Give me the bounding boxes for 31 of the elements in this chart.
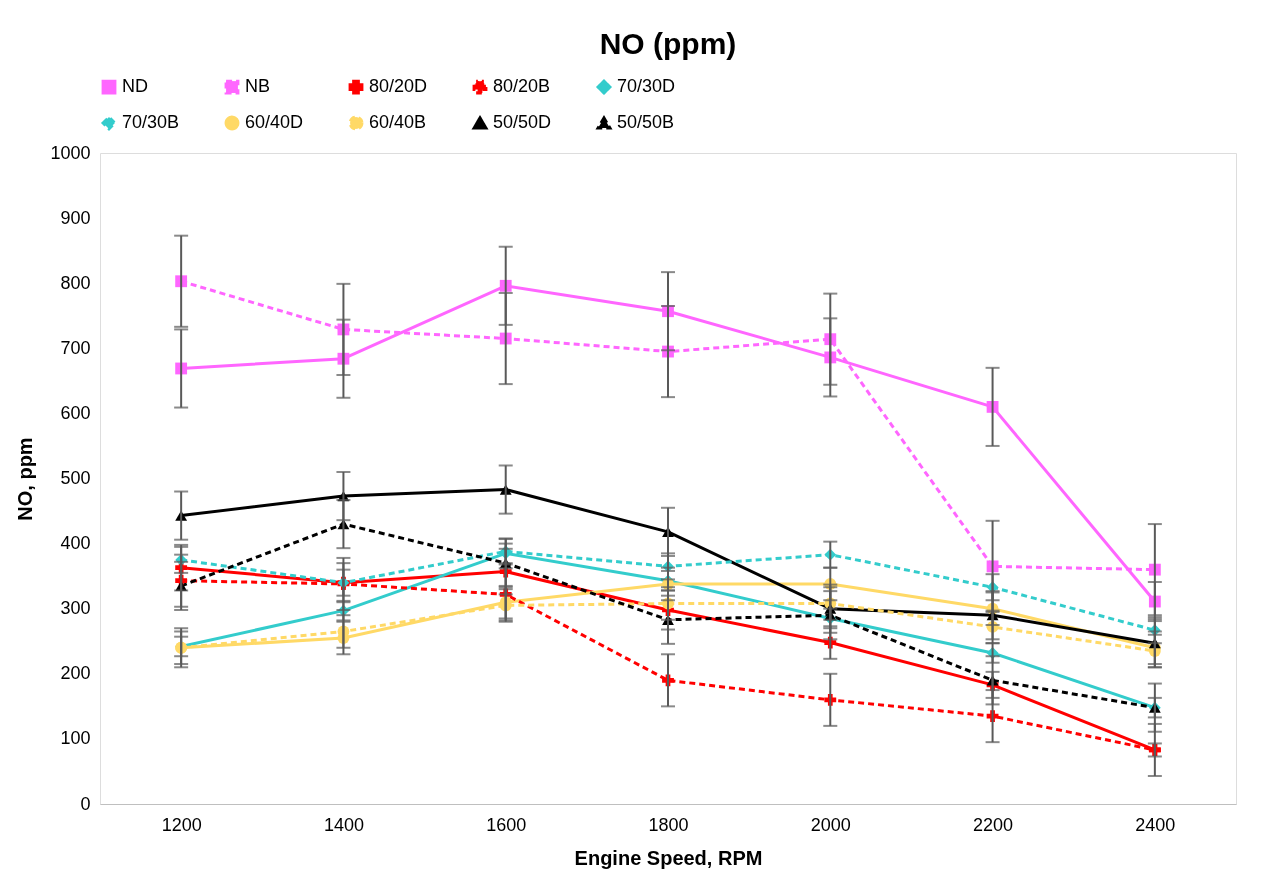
x-tick-label: 2000 (810, 814, 851, 835)
y-axis-title: NO, ppm (14, 437, 37, 521)
legend-label: ND (122, 76, 148, 97)
legend-label: 70/30D (617, 76, 676, 97)
y-tick-label: 400 (60, 533, 91, 554)
x-tick-label: 2400 (1135, 814, 1176, 835)
x-tick-label: 1600 (486, 814, 527, 835)
legend-label: 50/50B (617, 112, 675, 132)
legend-label: 80/20D (369, 76, 428, 97)
legend-label: 50/50D (493, 112, 552, 132)
y-tick-label: 100 (60, 728, 91, 749)
legend-label: 60/40D (245, 112, 304, 132)
y-tick-label: 800 (60, 272, 91, 293)
y-tick-label: 700 (60, 337, 91, 358)
legend-label: 70/30B (122, 112, 180, 132)
legend-label: NB (245, 76, 271, 97)
y-tick-label: 900 (60, 207, 91, 228)
x-tick-label: 1800 (648, 814, 689, 835)
y-tick-label: 600 (60, 402, 91, 423)
y-tick-label: 1000 (50, 142, 91, 163)
y-tick-label: 500 (60, 468, 91, 488)
legend-label: 80/20B (493, 76, 551, 97)
y-tick-label: 200 (60, 663, 91, 684)
x-tick-label: 1400 (323, 814, 364, 835)
x-tick-label: 2200 (973, 814, 1014, 835)
y-tick-label: 0 (80, 793, 91, 814)
x-axis-title: Engine Speed, RPM (574, 846, 763, 869)
x-tick-label: 1200 (161, 814, 202, 835)
legend-label: 60/40B (369, 112, 427, 132)
chart-title: NO (ppm) (599, 27, 737, 60)
y-tick-label: 300 (60, 598, 91, 619)
